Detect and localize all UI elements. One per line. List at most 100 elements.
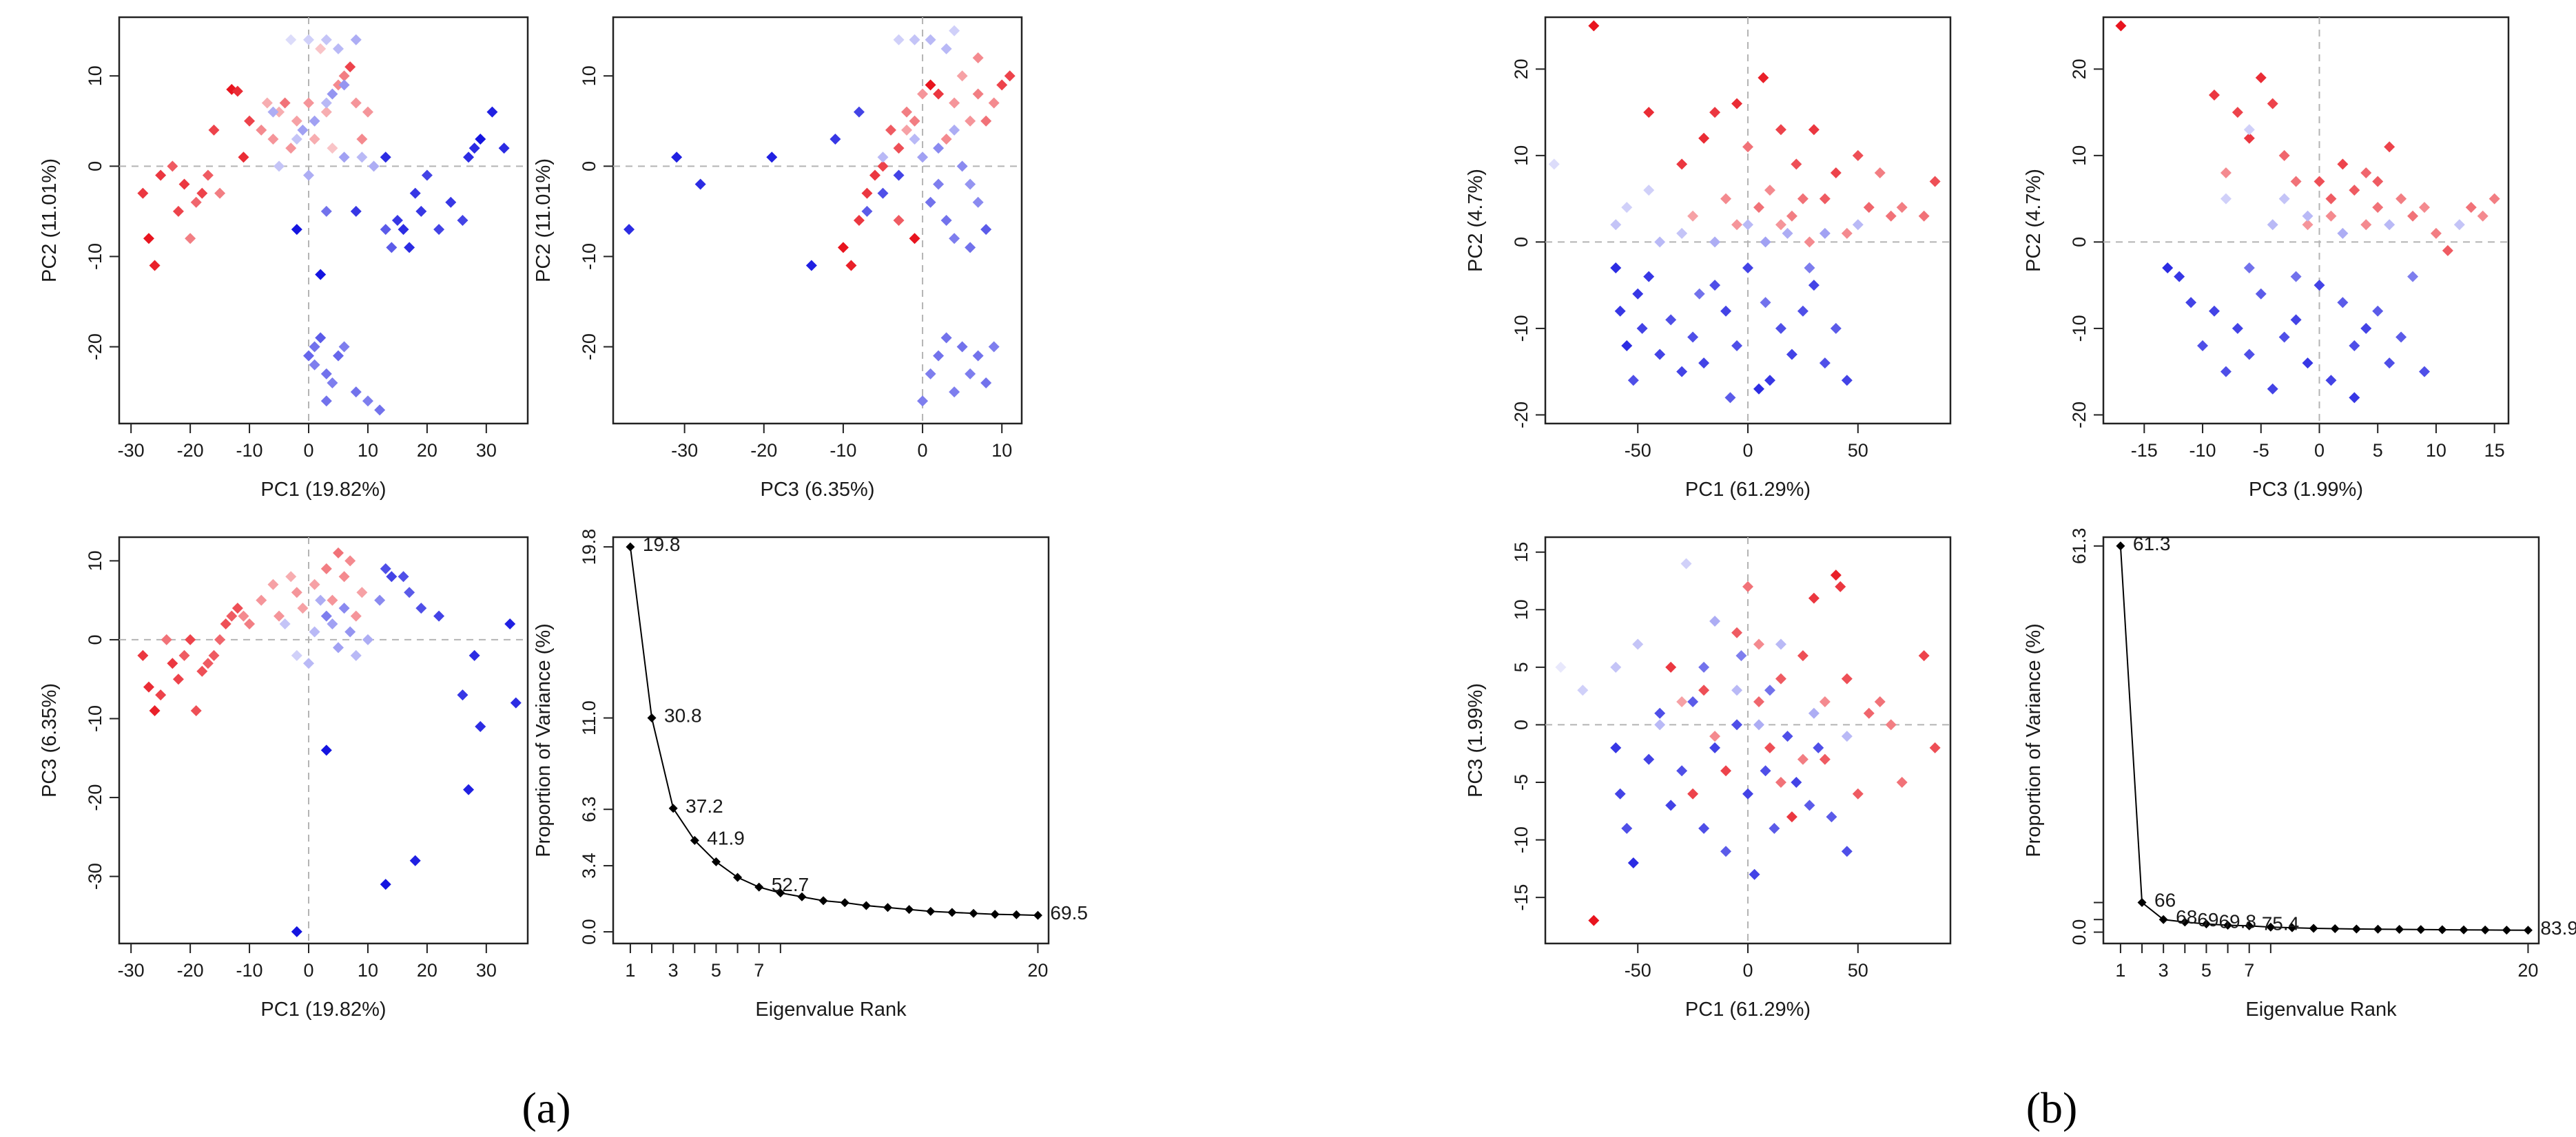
y-tick-label: 10 [2069,145,2090,166]
scatter-point [909,34,920,45]
scatter-point [303,169,315,181]
scatter-point [380,152,391,163]
series-point [1033,910,1042,920]
chart-a1: -30 -20 -10 0 10 20 30 -20 -10 0 10 PC1 (19.82%) PC2… [39,16,529,501]
scatter-point [368,160,380,172]
series-point [776,888,785,898]
scatter-point [1654,719,1666,731]
series-point [626,542,635,552]
x-axis-label: PC1 (19.82%) [260,479,386,501]
scatter-point [362,395,373,407]
scatter-point [2174,271,2185,282]
scatter-point [398,224,409,236]
data-label: 37.2 [686,795,723,817]
y-tick-label: -10 [85,243,105,270]
scatter-point [445,196,457,208]
scatter-point [1874,696,1886,708]
scatter-point [1731,627,1743,638]
scatter-point [1764,375,1775,386]
y-tick-label: -20 [85,784,105,811]
scatter-point [332,350,344,362]
scatter-point [624,224,635,236]
scatter-point [1731,719,1743,731]
x-tick-label: 20 [1027,960,1048,981]
chart-a4: 1 3 5 7 20 0.0 3.4 6.3 11.0 19.8 Eigenvalue Rank Pr… [533,529,1088,1021]
scatter-point [350,610,362,622]
scatter-point [885,124,897,136]
scatter-point [338,571,350,583]
scatter-point [238,610,249,622]
scatter-point [1676,765,1688,777]
series-point [2502,926,2511,935]
x-tick-label: 10 [358,960,378,981]
x-tick-label: 5 [2201,960,2212,981]
scatter-point [332,43,344,54]
data-label: 30.8 [664,705,702,727]
series-point [1011,910,1021,919]
scatter-point [309,626,320,638]
data-label: 19.8 [643,534,681,555]
series-point [2480,925,2490,935]
y-tick-label: 20 [1511,59,1532,79]
scatter-point [1841,375,1853,386]
scatter-point [315,332,327,344]
scatter-point [362,106,373,118]
scatter-point [933,350,945,362]
x-tick-label: 10 [991,440,1012,461]
series-point [926,906,936,916]
scatter-point [2430,227,2442,239]
scatter-point [1749,868,1760,880]
y-tick-label: 11.0 [579,700,599,736]
scatter-point [1758,72,1769,83]
scatter-point [167,658,178,669]
series-point [2158,915,2168,924]
scatter-point [291,115,302,127]
scatter-point [285,34,297,45]
scatter-point [291,587,302,598]
x-tick-label: -20 [177,440,204,461]
scatter-point [925,196,936,208]
scatter-point [1709,236,1721,248]
scatter-point [925,34,936,45]
scatter-point [1813,742,1824,753]
scatter-point [261,97,273,109]
scatter-point [2418,366,2430,377]
scatter-point [303,97,315,109]
scatter-point [457,689,468,701]
chart-a2: -30 -20 -10 0 10 -20 -10 0 10 PC3 (6.35%) PC2 (11.… [533,16,1023,501]
scatter-point [2243,124,2255,136]
scatter-point [374,404,386,416]
scatter-point [320,205,332,217]
scatter-point [877,152,889,163]
scatter-point [231,85,243,97]
x-axis-label: Eigenvalue Rank [2245,999,2397,1021]
scatter-point [1720,193,1732,205]
scatter-point [1760,765,1771,777]
scatter-point [861,205,873,217]
series-point [690,835,699,845]
series-point [647,713,657,723]
scatter-point [1874,167,1886,178]
scatter-point [2453,219,2465,231]
scatter-point [161,634,172,645]
series-point [2459,925,2469,935]
scatter-point [940,332,952,344]
scatter-point [231,603,243,614]
data-label: 41.9 [707,827,745,848]
scatter-point [949,25,960,36]
scatter-point [1724,392,1736,404]
scatter-point [694,178,706,190]
scatter-point [190,705,202,717]
scatter-point [1791,777,1802,789]
scatter-point [1698,661,1710,673]
scatter-point [1588,20,1600,32]
y-tick-label: -10 [85,705,105,732]
scatter-point [2232,322,2243,334]
scatter-point [267,578,279,590]
scatter-point [320,744,332,756]
scatter-point [172,205,184,217]
y-tick-label: 10 [1511,145,1532,166]
scatter-point [178,178,190,190]
scatter-point [2255,72,2267,83]
scatter-point [409,855,421,866]
